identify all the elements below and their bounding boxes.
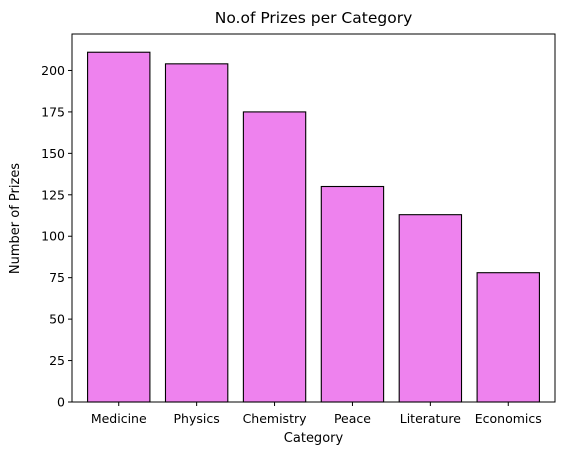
chart-title: No.of Prizes per Category bbox=[215, 9, 413, 27]
x-tick-label: Economics bbox=[475, 411, 542, 426]
bar-peace bbox=[320, 185, 385, 403]
y-tick-label: 25 bbox=[49, 353, 65, 368]
x-tick-label: Physics bbox=[174, 411, 220, 426]
y-tick-label: 100 bbox=[41, 229, 65, 244]
plot-area: 0 25 50 75 100 125 150 175 200 Medicine Physics Che… bbox=[41, 33, 556, 426]
y-tick-label: 50 bbox=[49, 312, 65, 327]
x-tick-label: Chemistry bbox=[243, 411, 308, 426]
y-tick-label: 150 bbox=[41, 146, 65, 161]
bar-economics bbox=[476, 272, 540, 403]
x-tick-label: Medicine bbox=[91, 411, 147, 426]
x-tick-label: Literature bbox=[400, 411, 462, 426]
y-tick-label: 75 bbox=[49, 270, 65, 285]
bar-literature bbox=[398, 214, 463, 403]
x-axis-title: Category bbox=[284, 431, 344, 446]
y-tick-label: 175 bbox=[41, 104, 65, 119]
bar-physics bbox=[164, 63, 229, 403]
bar-medicine bbox=[87, 51, 151, 403]
x-tick-label: Peace bbox=[334, 411, 371, 426]
y-tick-label: 0 bbox=[57, 395, 65, 410]
y-tick-label: 125 bbox=[41, 187, 65, 202]
bar-chemistry bbox=[242, 111, 307, 403]
y-axis-title: Number of Prizes bbox=[8, 163, 23, 274]
axes-frame bbox=[71, 33, 556, 403]
y-tick-label: 200 bbox=[41, 63, 65, 78]
